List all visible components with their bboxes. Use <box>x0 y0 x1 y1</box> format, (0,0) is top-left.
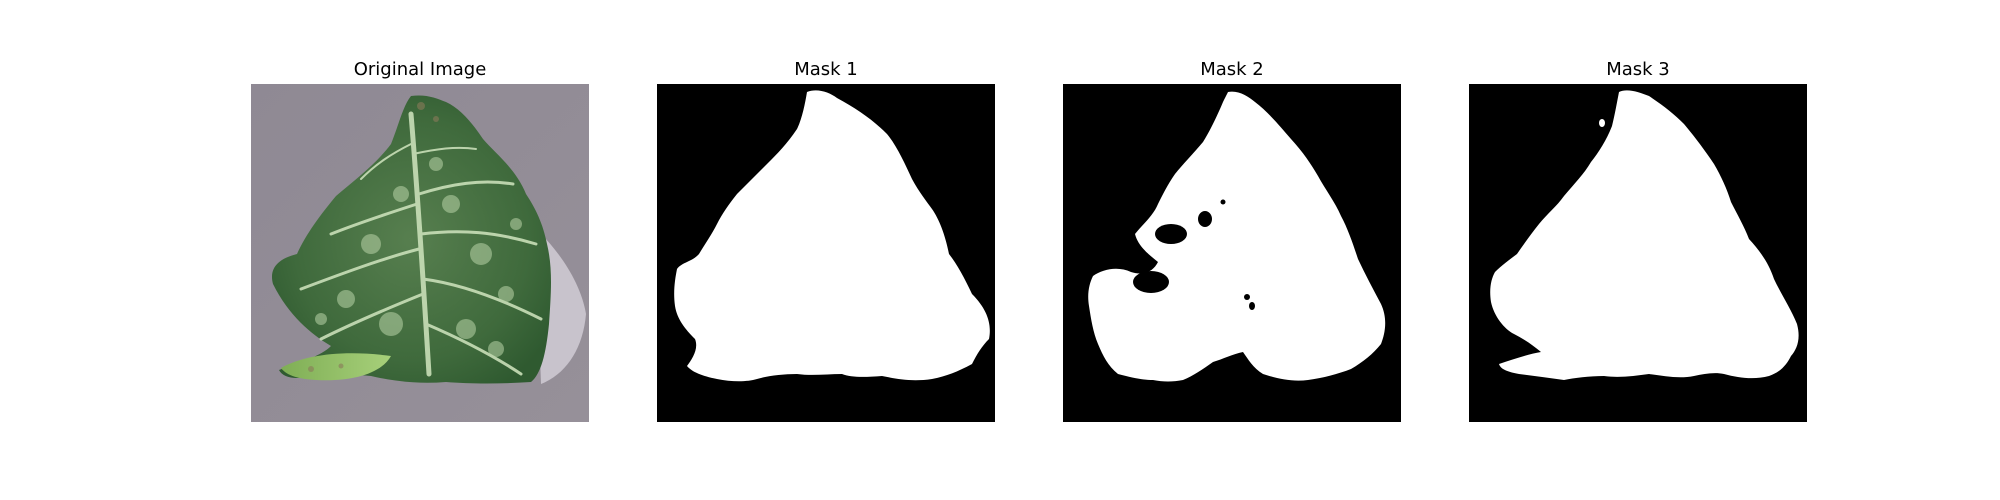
mask-1-image <box>657 84 995 422</box>
leaf-body <box>272 95 551 384</box>
leaf-spots <box>308 102 439 372</box>
leaf-variegation <box>315 157 522 357</box>
mask-3-image <box>1469 84 1807 422</box>
mask-2-hole <box>1155 224 1187 244</box>
mask-2-hole <box>1198 211 1212 227</box>
mask-2-leaf-region <box>1088 91 1386 382</box>
panel-title-original-image: Original Image <box>353 59 487 80</box>
mask-2-hole <box>1244 294 1250 300</box>
leaf-veins <box>299 111 543 377</box>
mask-2-image <box>1063 84 1401 422</box>
panel-title-mask-1: Mask 1 <box>794 59 858 80</box>
original-leaf-photo <box>251 84 589 422</box>
mask-3-leaf-region <box>1490 90 1799 381</box>
mask-1-leaf-region <box>674 90 990 382</box>
leaf-tip <box>281 353 391 381</box>
mask-2-hole <box>1220 199 1226 205</box>
mask-2-hole <box>1133 271 1169 293</box>
panel-title-mask-2: Mask 2 <box>1200 59 1264 80</box>
panel-title-mask-3: Mask 3 <box>1606 59 1670 80</box>
mask-3-speck <box>1599 119 1605 127</box>
mask-2-hole <box>1249 302 1255 310</box>
